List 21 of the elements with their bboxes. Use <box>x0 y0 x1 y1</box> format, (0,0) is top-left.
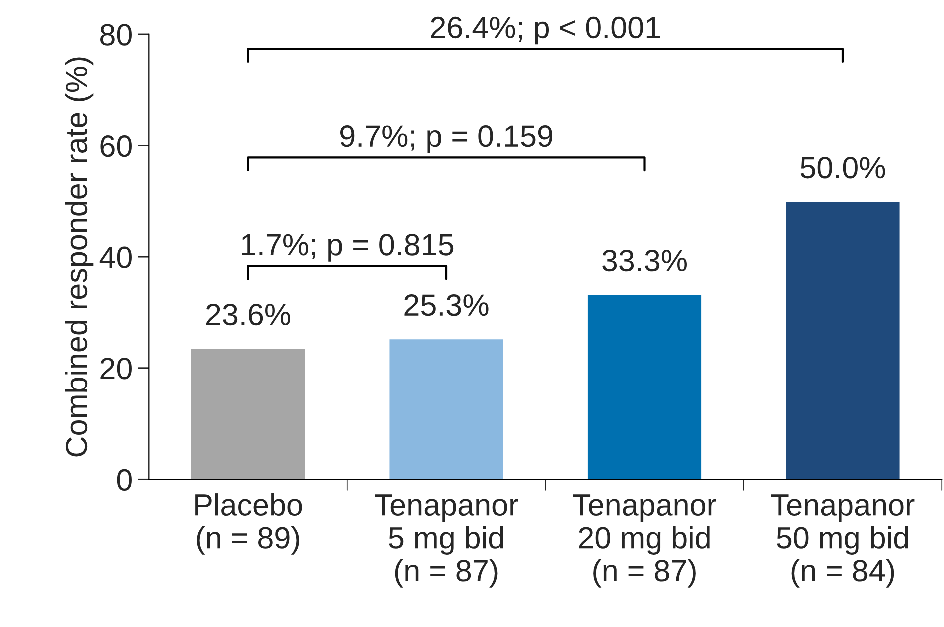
data-label: 25.3% <box>404 294 489 316</box>
y-tick-label: 0 <box>117 469 132 492</box>
bar <box>586 294 703 480</box>
x-tick-label: Placebo (n = 89) <box>196 494 302 555</box>
y-tick-label: 60 <box>100 136 132 158</box>
x-tick-label: Tenapanor 50 mg bid (n = 84) <box>771 494 915 588</box>
data-label: 23.6% <box>206 304 291 326</box>
data-label: 50.0% <box>800 157 886 179</box>
y-tick-label: 40 <box>100 246 132 268</box>
bar <box>190 348 306 480</box>
y-tick-label: 80 <box>100 24 132 46</box>
bar <box>784 200 902 480</box>
x-tick-label: Tenapanor 5 mg bid (n = 87) <box>375 494 518 588</box>
bar <box>388 338 505 480</box>
data-label: 33.3% <box>602 250 687 272</box>
annotation: 26.4%; p < 0.001 <box>431 16 660 45</box>
x-tick-label: Tenapanor 20 mg bid (n = 87) <box>573 494 716 588</box>
annotation: 1.7%; p = 0.815 <box>242 234 454 262</box>
y-tick-label: 20 <box>100 358 132 380</box>
annotation: 9.7%; p = 0.159 <box>340 126 553 154</box>
y-axis-title: Combined responder rate (%) <box>65 58 94 457</box>
